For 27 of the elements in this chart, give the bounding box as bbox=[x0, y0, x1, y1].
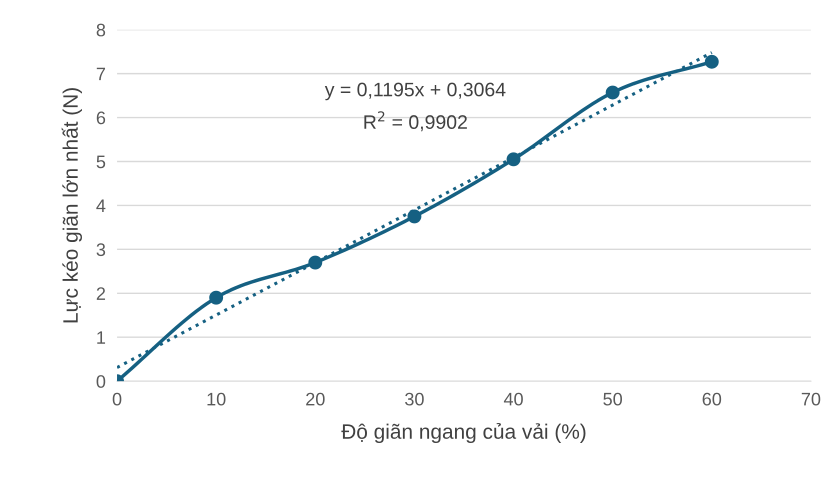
point bbox=[407, 209, 422, 224]
x-tick-label: 10 bbox=[208, 392, 226, 406]
point bbox=[308, 256, 322, 270]
y-tick-label: 4 bbox=[96, 200, 106, 212]
annotation: R$^{2}$ = 0,9902 bbox=[364, 111, 467, 132]
annotation: y = 0,1195x + 0,3064 bbox=[324, 82, 506, 100]
point bbox=[506, 152, 520, 166]
y-tick-label: 6 bbox=[96, 111, 106, 124]
y-tick-label: 7 bbox=[96, 68, 106, 80]
y-tick-label: 5 bbox=[96, 156, 106, 168]
x-tick-label: 20 bbox=[306, 392, 325, 406]
x-tick-label: 0 bbox=[112, 392, 122, 406]
point bbox=[209, 290, 224, 305]
y-axis-title: Lực kéo giãn lớn nhất (N) bbox=[62, 88, 82, 322]
y-tick-label: 1 bbox=[97, 331, 106, 344]
point bbox=[606, 86, 620, 100]
x-tick-label: 30 bbox=[405, 392, 424, 406]
x-axis-title: Độ giãn ngang của vải (%) bbox=[341, 422, 586, 444]
y-tick-label: 3 bbox=[96, 243, 106, 256]
y-tick-label: 0 bbox=[96, 375, 106, 388]
point bbox=[704, 54, 719, 69]
x-tick-label: 40 bbox=[504, 392, 523, 406]
x-tick-label: 70 bbox=[802, 392, 820, 406]
x-tick-label: 50 bbox=[603, 392, 622, 406]
y-tick-label: 2 bbox=[96, 287, 106, 300]
y-tick-label: 8 bbox=[96, 24, 106, 36]
x-tick-label: 60 bbox=[702, 392, 722, 406]
